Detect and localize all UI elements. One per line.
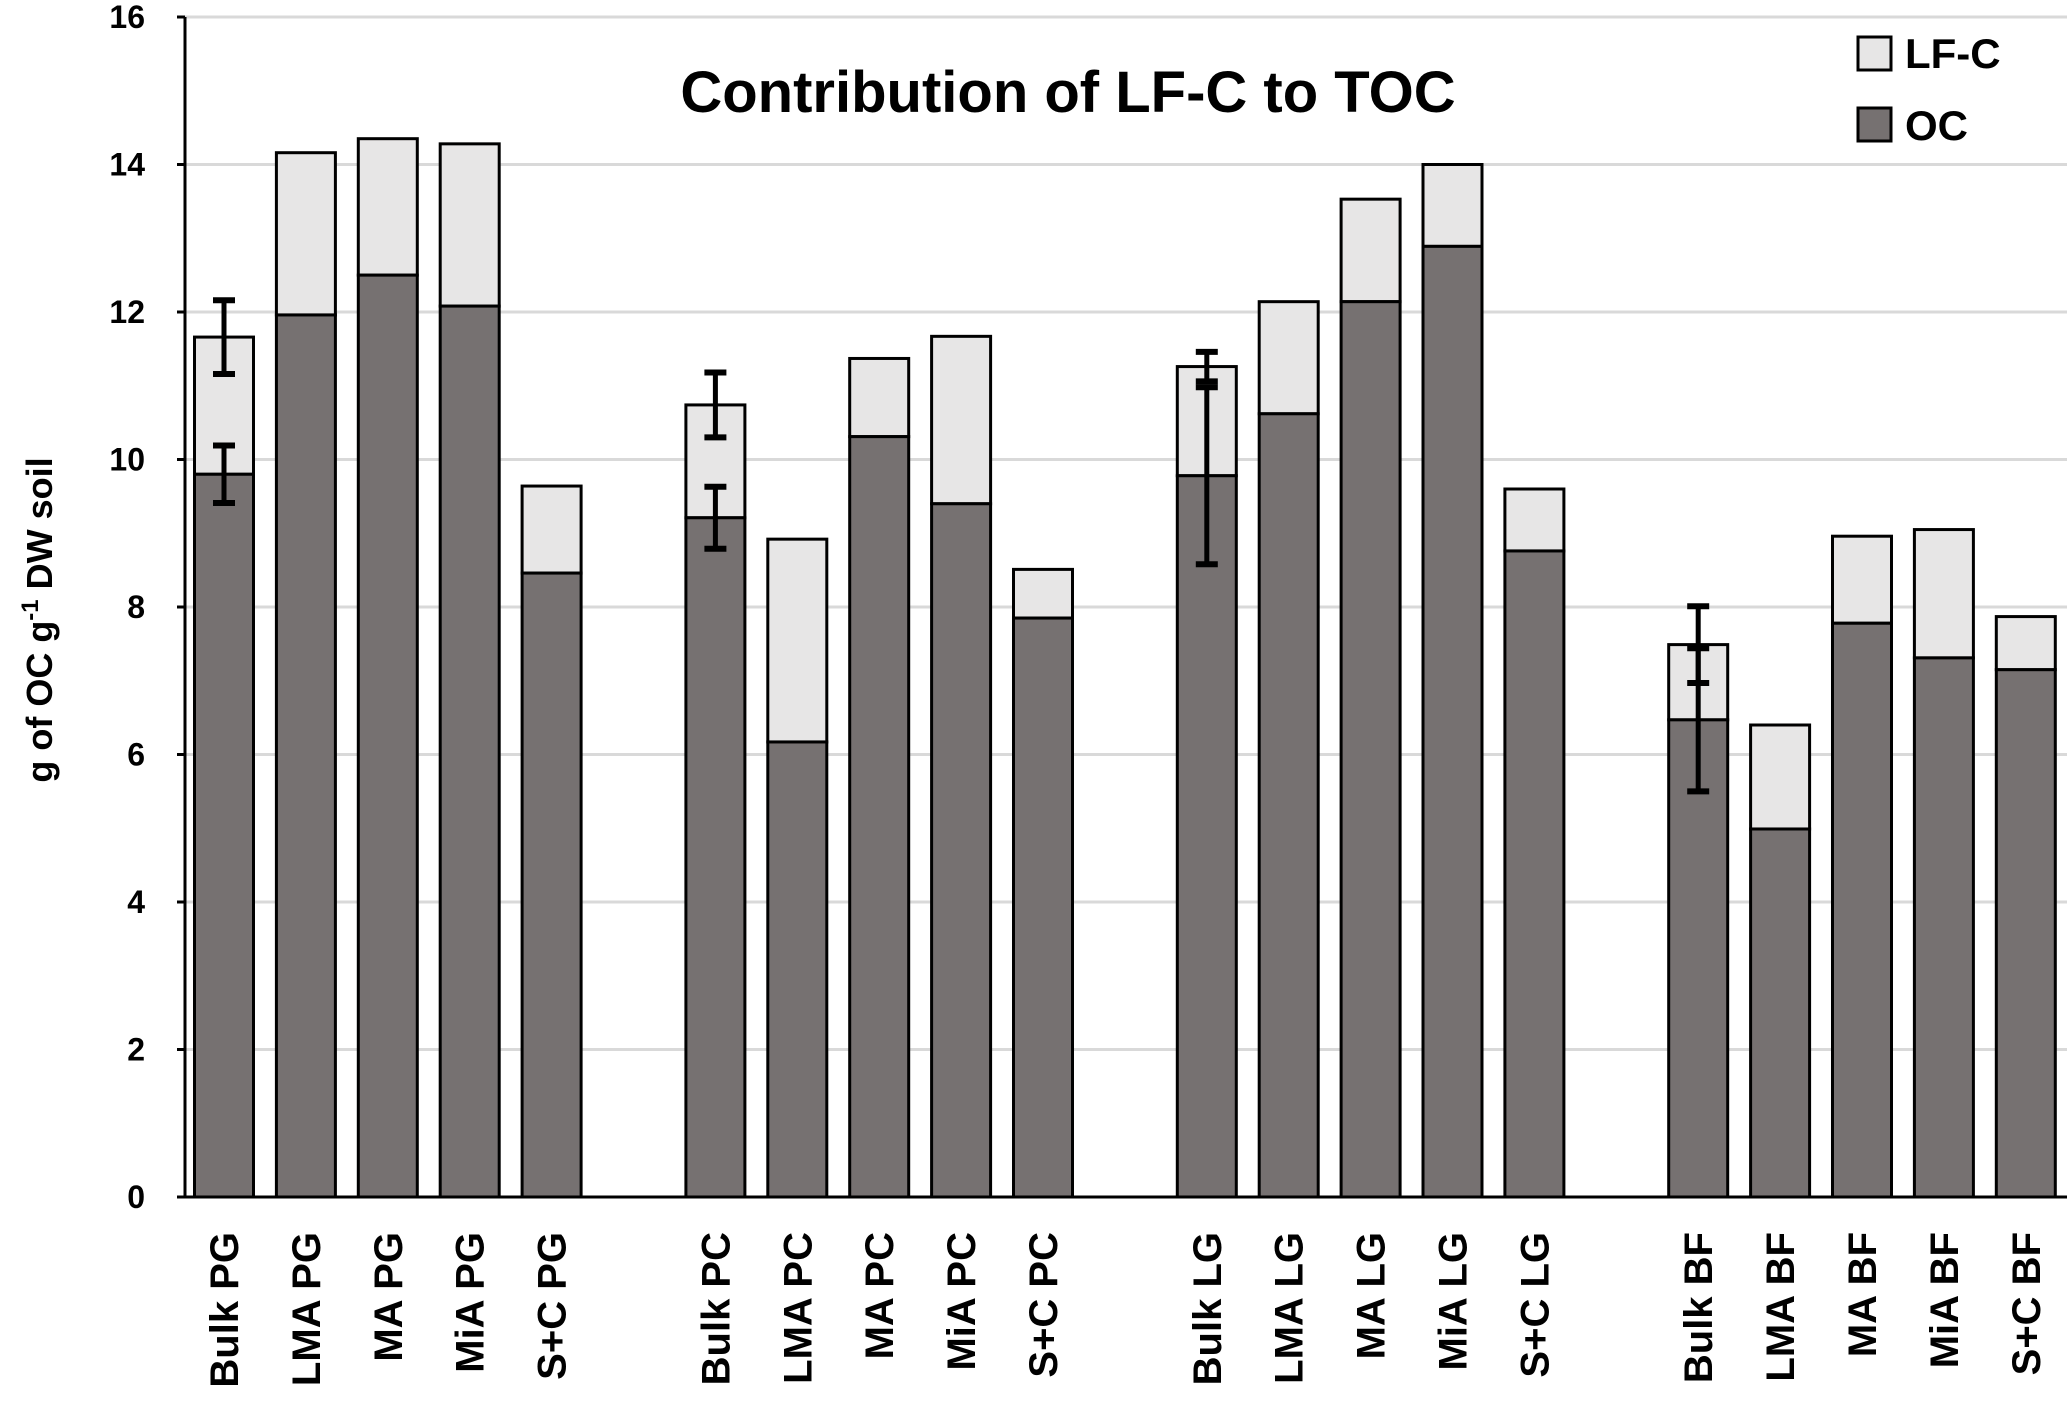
bar-lfc bbox=[520, 484, 583, 575]
bar-lfc bbox=[1257, 300, 1320, 416]
bar-oc bbox=[848, 435, 911, 1199]
bar-oc bbox=[1503, 549, 1566, 1199]
x-tick-label: MiA PC bbox=[940, 1232, 984, 1371]
legend-swatch-oc bbox=[1856, 106, 1893, 143]
bar-oc bbox=[684, 516, 747, 1199]
x-tick-label: LMA LG bbox=[1268, 1232, 1312, 1384]
y-tick-label: 16 bbox=[109, 0, 145, 35]
y-tick-label: 6 bbox=[127, 737, 145, 773]
bar-oc bbox=[356, 273, 419, 1199]
x-tick-label: MiA BF bbox=[1923, 1232, 1967, 1368]
x-tick-label: MiA LG bbox=[1432, 1232, 1476, 1371]
x-tick-label: S+C BF bbox=[2005, 1232, 2049, 1375]
x-tick-label: MA LG bbox=[1350, 1232, 1394, 1359]
bar-lfc bbox=[1421, 163, 1484, 248]
y-axis-label-tail: DW soil bbox=[19, 457, 60, 599]
bar-lfc bbox=[356, 137, 419, 277]
bar-oc bbox=[1667, 718, 1730, 1199]
bar-oc bbox=[1749, 827, 1812, 1199]
x-tick-label: Bulk PC bbox=[694, 1232, 738, 1385]
bar-lfc bbox=[1012, 567, 1074, 620]
x-tick-label: S+C LG bbox=[1513, 1232, 1557, 1378]
legend-label-oc: OC bbox=[1905, 102, 1968, 149]
x-tick-labels: Bulk PG LMA PG MA PG MiA PG S+C PG Bulk PC LMA… bbox=[203, 1232, 2049, 1388]
x-tick-label: LMA PG bbox=[285, 1232, 329, 1386]
bar-oc bbox=[193, 472, 255, 1199]
bar-lfc bbox=[438, 142, 501, 308]
bar-oc bbox=[1012, 616, 1074, 1199]
bar-oc bbox=[1912, 656, 1975, 1199]
x-tick-label: Bulk LG bbox=[1186, 1232, 1230, 1385]
axes bbox=[177, 15, 2067, 1199]
bar-oc bbox=[1257, 412, 1320, 1199]
x-tick-label: S+C PC bbox=[1022, 1232, 1066, 1378]
bar-lfc bbox=[1503, 487, 1566, 553]
bar-oc bbox=[1831, 621, 1893, 1199]
bar-lfc bbox=[1994, 615, 2057, 672]
legend: LF-C OC bbox=[1856, 30, 2001, 149]
x-tick-label: LMA PC bbox=[776, 1232, 820, 1384]
bar-oc bbox=[1339, 300, 1402, 1199]
bar-lfc bbox=[1339, 197, 1402, 304]
bar-lfc bbox=[274, 151, 337, 317]
bar-lfc bbox=[848, 356, 911, 439]
y-axis-label: g of OC g-1 DW soil bbox=[17, 457, 60, 782]
bar-lfc bbox=[1749, 723, 1812, 831]
bar-oc bbox=[1175, 474, 1238, 1199]
bar-oc bbox=[1421, 244, 1484, 1199]
bar-lfc bbox=[930, 334, 993, 506]
y-tick-label: 10 bbox=[109, 442, 145, 478]
x-tick-label: MiA PG bbox=[449, 1232, 493, 1373]
y-tick-label: 4 bbox=[127, 884, 145, 920]
legend-swatch-lfc bbox=[1856, 35, 1893, 72]
bar-oc bbox=[930, 502, 993, 1199]
y-tick-label: 0 bbox=[127, 1179, 145, 1215]
y-tick-labels: 0 2 4 6 8 10 12 14 16 bbox=[109, 0, 145, 1215]
x-tick-label: S+C PG bbox=[531, 1232, 575, 1380]
bar-oc bbox=[520, 571, 583, 1199]
legend-label-lfc: LF-C bbox=[1905, 30, 2001, 77]
x-tick-label: Bulk BF bbox=[1677, 1232, 1721, 1383]
x-tick-label: LMA BF bbox=[1759, 1232, 1803, 1382]
bar-oc bbox=[274, 313, 337, 1199]
y-axis-label-main: g of OC g bbox=[19, 621, 60, 783]
y-tick-label: 2 bbox=[127, 1032, 145, 1068]
y-tick-label: 14 bbox=[109, 147, 145, 183]
x-tick-label: Bulk PG bbox=[203, 1232, 247, 1388]
x-tick-label: MA BF bbox=[1841, 1232, 1885, 1357]
bar-oc bbox=[766, 740, 829, 1199]
bar-oc bbox=[438, 304, 501, 1199]
bar-lfc bbox=[1831, 534, 1893, 625]
bar-lfc bbox=[1912, 528, 1975, 660]
bars bbox=[193, 137, 2057, 1199]
y-axis-label-sup: -1 bbox=[17, 599, 44, 620]
bar-oc bbox=[1994, 668, 2057, 1199]
bar-lfc bbox=[766, 537, 829, 744]
x-tick-label: MA PC bbox=[858, 1232, 902, 1359]
y-tick-label: 12 bbox=[109, 294, 145, 330]
x-tick-label: MA PG bbox=[367, 1232, 411, 1362]
y-tick-label: 8 bbox=[127, 589, 145, 625]
chart-title: Contribution of LF-C to TOC bbox=[680, 60, 1455, 125]
error-bars bbox=[213, 297, 1710, 795]
